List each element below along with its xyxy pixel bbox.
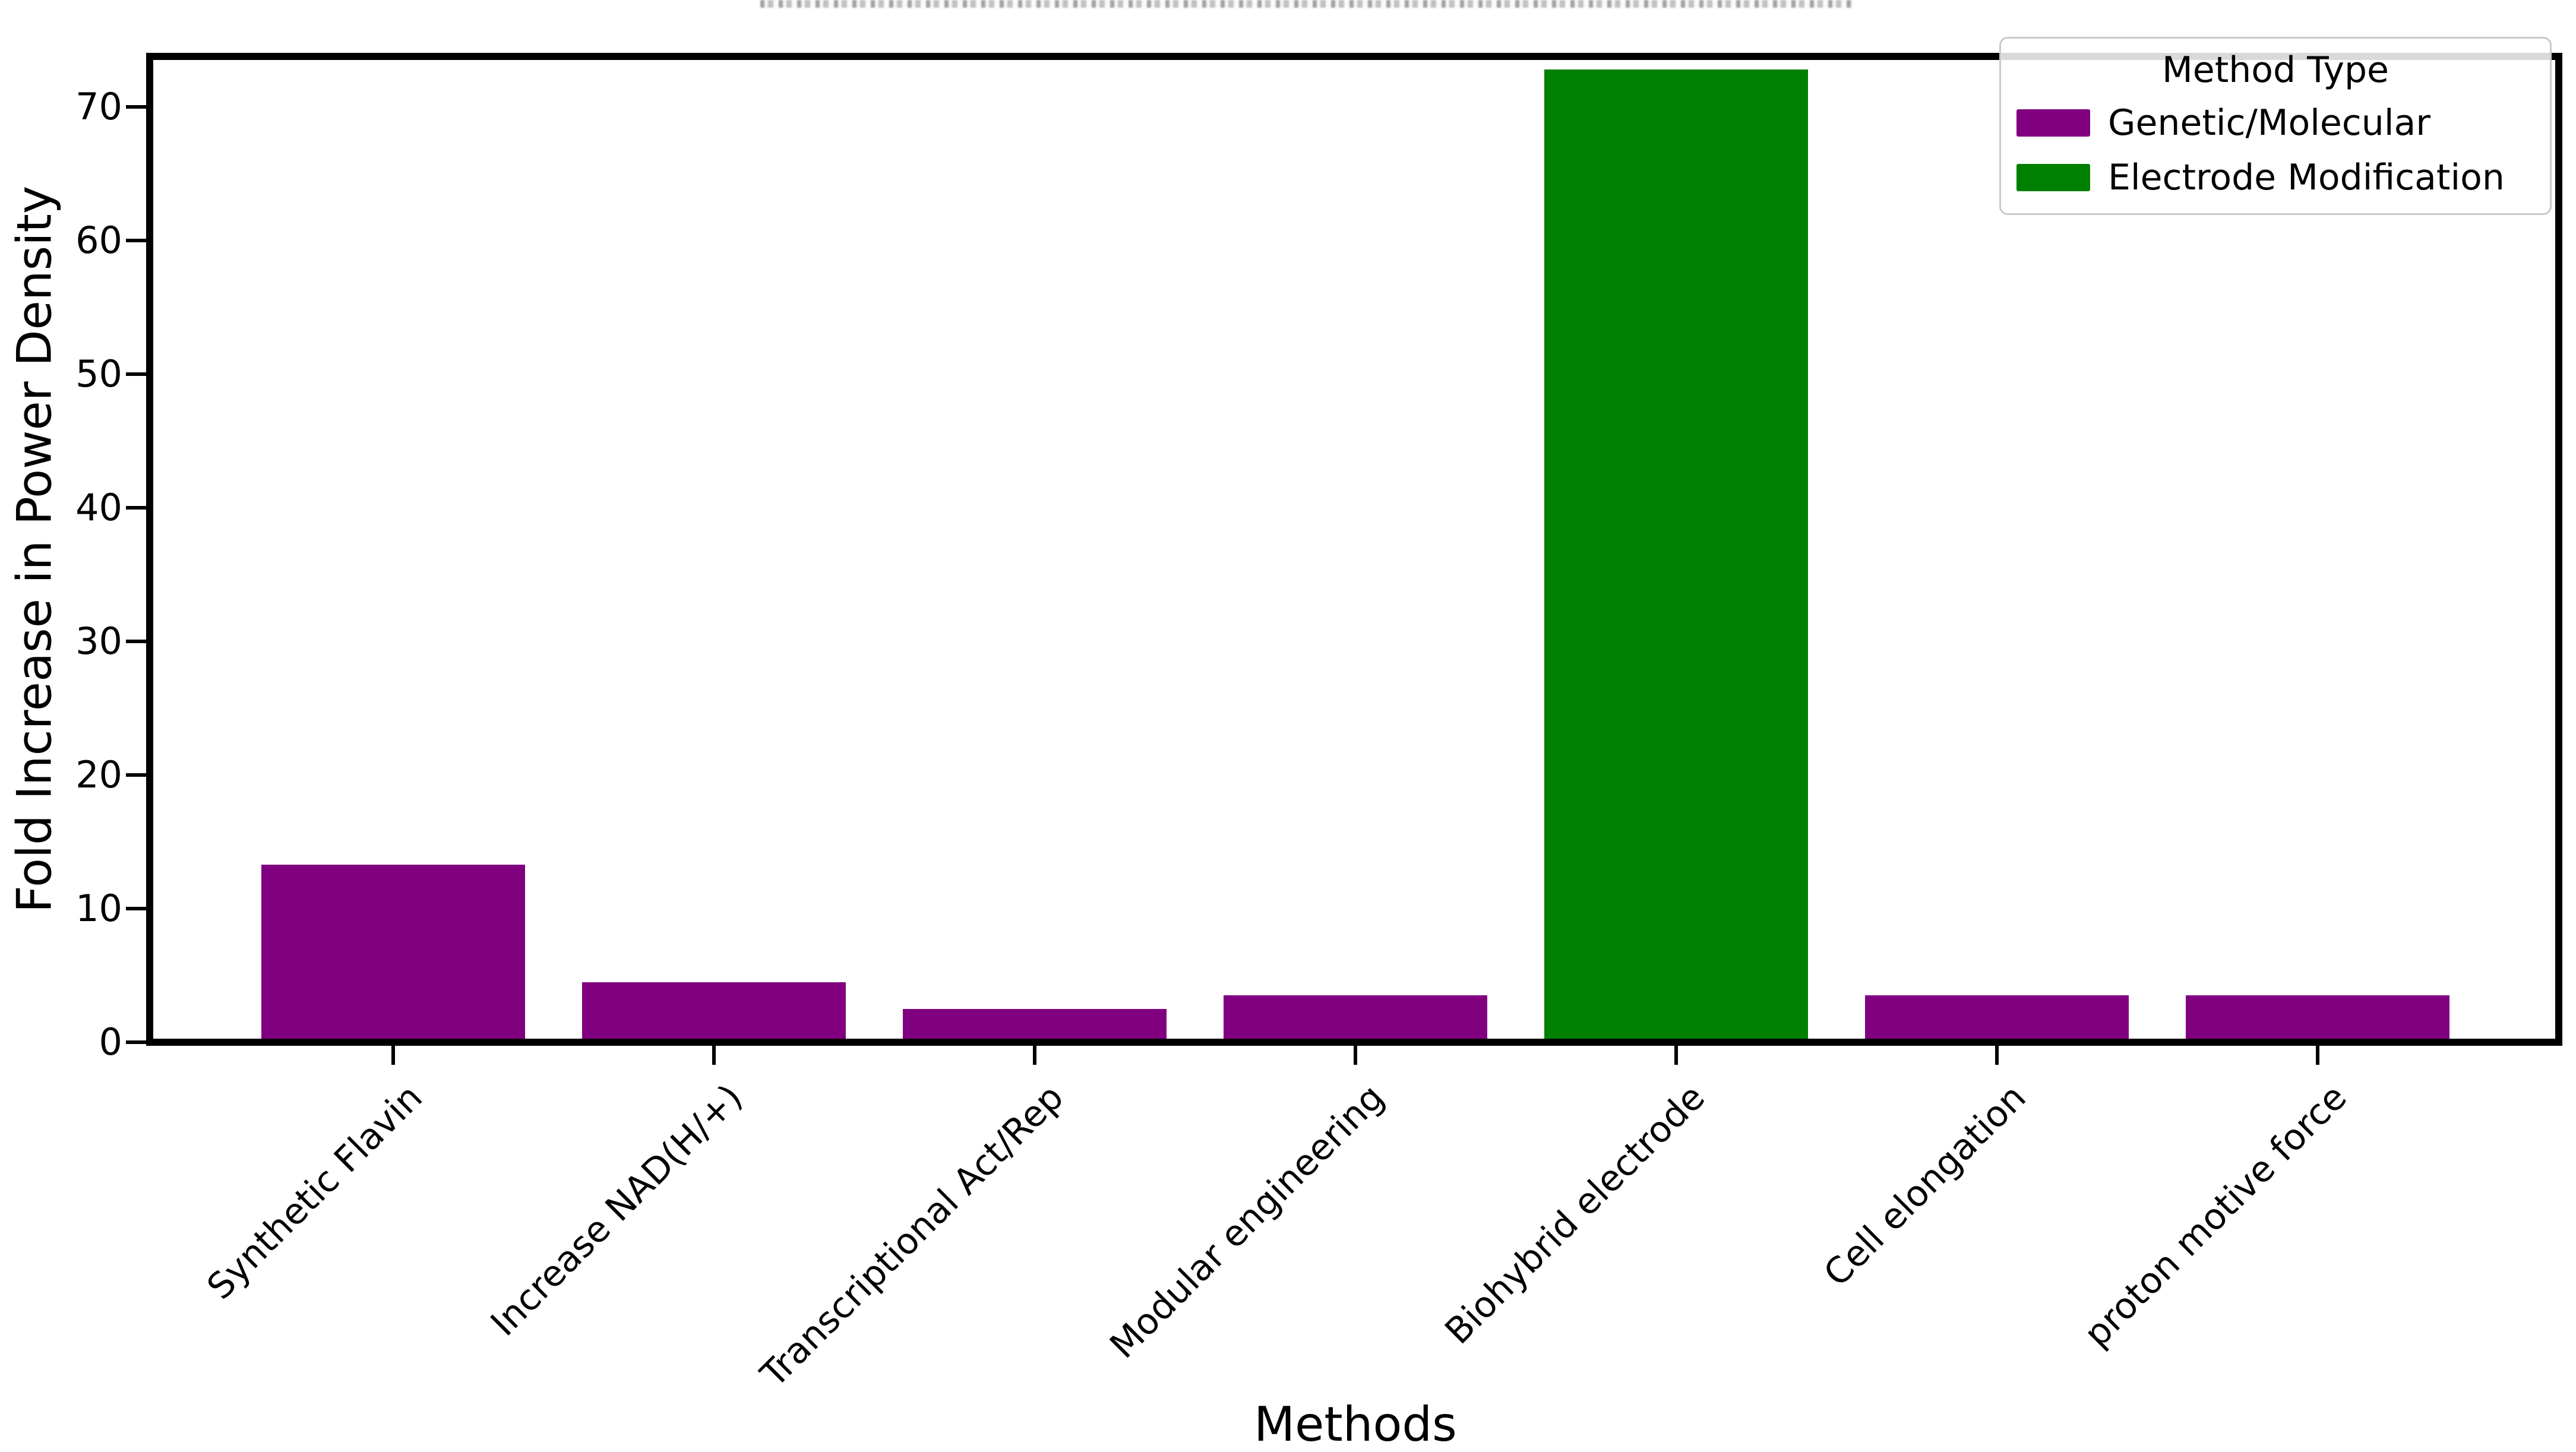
legend: Method Type Genetic/Molecular Electrode M… bbox=[1999, 37, 2552, 215]
x-axis-label: Methods bbox=[1254, 1397, 1457, 1452]
legend-title: Method Type bbox=[2162, 49, 2389, 91]
legend-swatch-icon bbox=[2016, 109, 2090, 137]
legend-entry-label: Electrode Modification bbox=[2108, 157, 2505, 198]
x-tick-label-4: Biohybrid electrode bbox=[1437, 1076, 1714, 1353]
bar-4 bbox=[1544, 69, 1808, 1045]
bar-6 bbox=[2186, 995, 2449, 1045]
x-tick-mark-4 bbox=[1674, 1046, 1678, 1065]
legend-swatch-icon bbox=[2016, 164, 2090, 191]
legend-rows: Genetic/Molecular Electrode Modification bbox=[2016, 96, 2534, 205]
x-tick-mark-2 bbox=[1033, 1046, 1036, 1065]
y-tick-label-60: 60 bbox=[75, 219, 122, 262]
y-tick-label-50: 50 bbox=[75, 352, 122, 396]
y-tick-mark-60 bbox=[126, 239, 146, 243]
y-tick-mark-0 bbox=[126, 1040, 146, 1044]
legend-entry-1: Electrode Modification bbox=[2016, 150, 2534, 205]
y-tick-label-0: 0 bbox=[99, 1020, 122, 1064]
x-tick-mark-5 bbox=[1995, 1046, 1999, 1065]
x-tick-mark-1 bbox=[712, 1046, 716, 1065]
x-tick-mark-6 bbox=[2316, 1046, 2319, 1065]
x-tick-label-3: Modular engineering bbox=[1102, 1076, 1393, 1367]
y-tick-label-30: 30 bbox=[75, 619, 122, 663]
x-tick-mark-3 bbox=[1354, 1046, 1357, 1065]
x-tick-label-0: Synthetic Flavin bbox=[198, 1076, 431, 1308]
bar-1 bbox=[582, 982, 846, 1045]
bar-0 bbox=[261, 865, 525, 1045]
legend-entry-label: Genetic/Molecular bbox=[2108, 102, 2430, 144]
y-tick-mark-10 bbox=[126, 907, 146, 911]
x-tick-label-1: Increase NAD(H/+) bbox=[483, 1076, 751, 1345]
y-tick-mark-20 bbox=[126, 773, 146, 777]
legend-entry-0: Genetic/Molecular bbox=[2016, 96, 2534, 150]
clipped-chart-title bbox=[760, 0, 1853, 8]
y-tick-mark-70 bbox=[126, 105, 146, 109]
x-tick-label-6: proton motive force bbox=[2076, 1076, 2355, 1355]
y-tick-mark-30 bbox=[126, 640, 146, 644]
y-axis-label: Fold Increase in Power Density bbox=[7, 185, 62, 913]
y-tick-label-20: 20 bbox=[75, 753, 122, 797]
bar-5 bbox=[1865, 995, 2129, 1045]
x-tick-mark-0 bbox=[391, 1046, 395, 1065]
y-tick-label-40: 40 bbox=[75, 486, 122, 530]
plot-area bbox=[146, 53, 2562, 1046]
y-tick-mark-50 bbox=[126, 372, 146, 377]
x-tick-label-5: Cell elongation bbox=[1815, 1076, 2034, 1295]
x-tick-label-2: Transcriptional Act/Rep bbox=[753, 1076, 1072, 1396]
bar-3 bbox=[1224, 995, 1487, 1045]
y-tick-label-10: 10 bbox=[75, 887, 122, 931]
y-tick-mark-40 bbox=[126, 506, 146, 510]
y-tick-label-70: 70 bbox=[75, 85, 122, 129]
